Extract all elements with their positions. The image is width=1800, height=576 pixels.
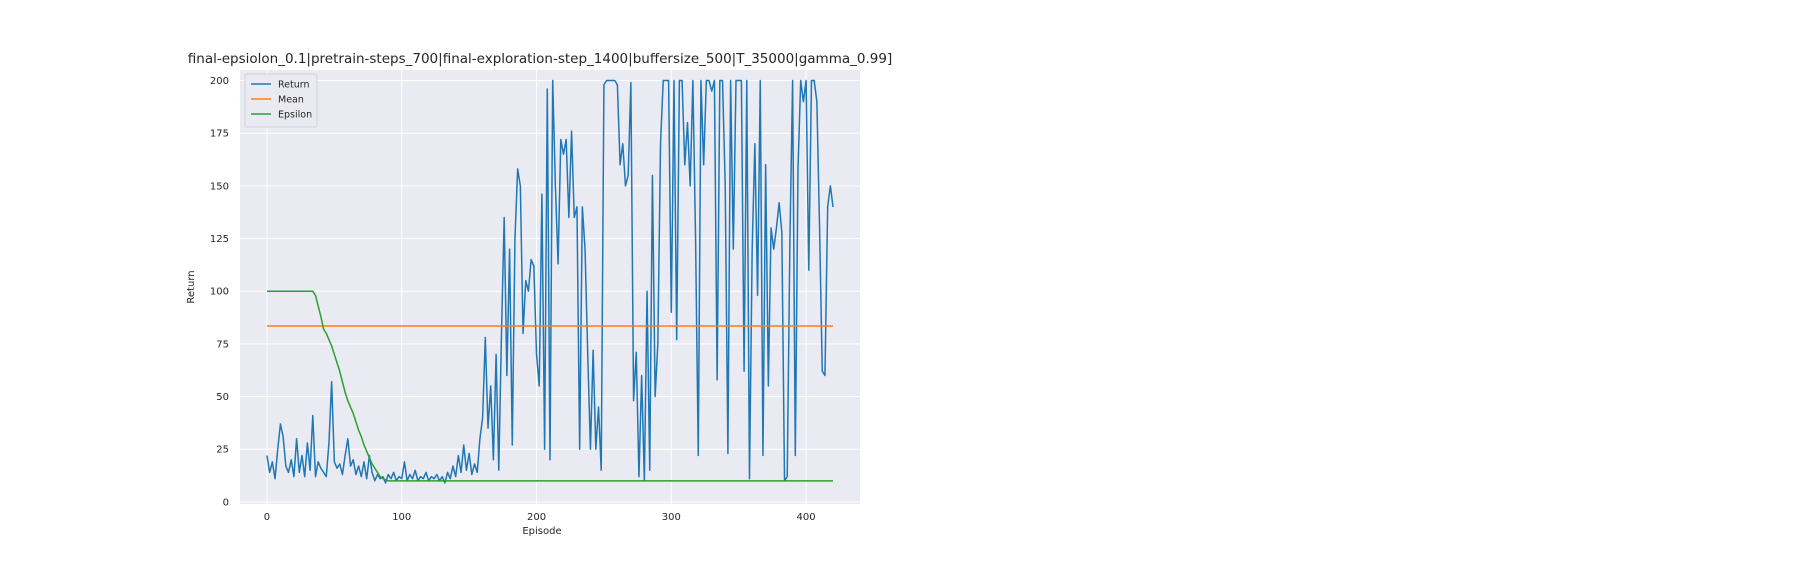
y-axis-label: Return — [186, 270, 197, 303]
y-tick-label: 200 — [210, 76, 229, 87]
series-layer — [266, 79, 834, 484]
legend-label: Return — [278, 80, 310, 91]
y-tick-label: 50 — [216, 392, 229, 403]
x-tick-label: 400 — [797, 512, 816, 523]
y-tick-label: 125 — [210, 234, 229, 245]
legend-label: Mean — [278, 95, 304, 106]
chart-title: final-epsiolon_0.1|pretrain-steps_700|fi… — [188, 51, 892, 67]
x-tick-label: 200 — [527, 512, 546, 523]
y-tick-label: 75 — [216, 339, 229, 350]
x-axis-ticks: 0 100 200 300 400 — [264, 512, 816, 523]
y-tick-label: 100 — [210, 287, 229, 298]
x-axis-label: Episode — [522, 526, 561, 537]
legend-label: Epsilon — [278, 110, 312, 121]
y-tick-label: 175 — [210, 129, 229, 140]
y-tick-label: 150 — [210, 181, 229, 192]
y-tick-label: 25 — [216, 445, 229, 456]
x-tick-label: 100 — [392, 512, 411, 523]
series-line-epsilon — [266, 290, 834, 482]
y-axis-ticks: 0 25 50 75 100 125 150 175 200 — [210, 76, 229, 508]
x-tick-label: 0 — [264, 512, 270, 523]
y-tick-label: 0 — [223, 497, 229, 508]
x-tick-label: 300 — [662, 512, 681, 523]
legend: Return Mean Epsilon — [244, 73, 318, 128]
series-line-return — [266, 79, 834, 484]
